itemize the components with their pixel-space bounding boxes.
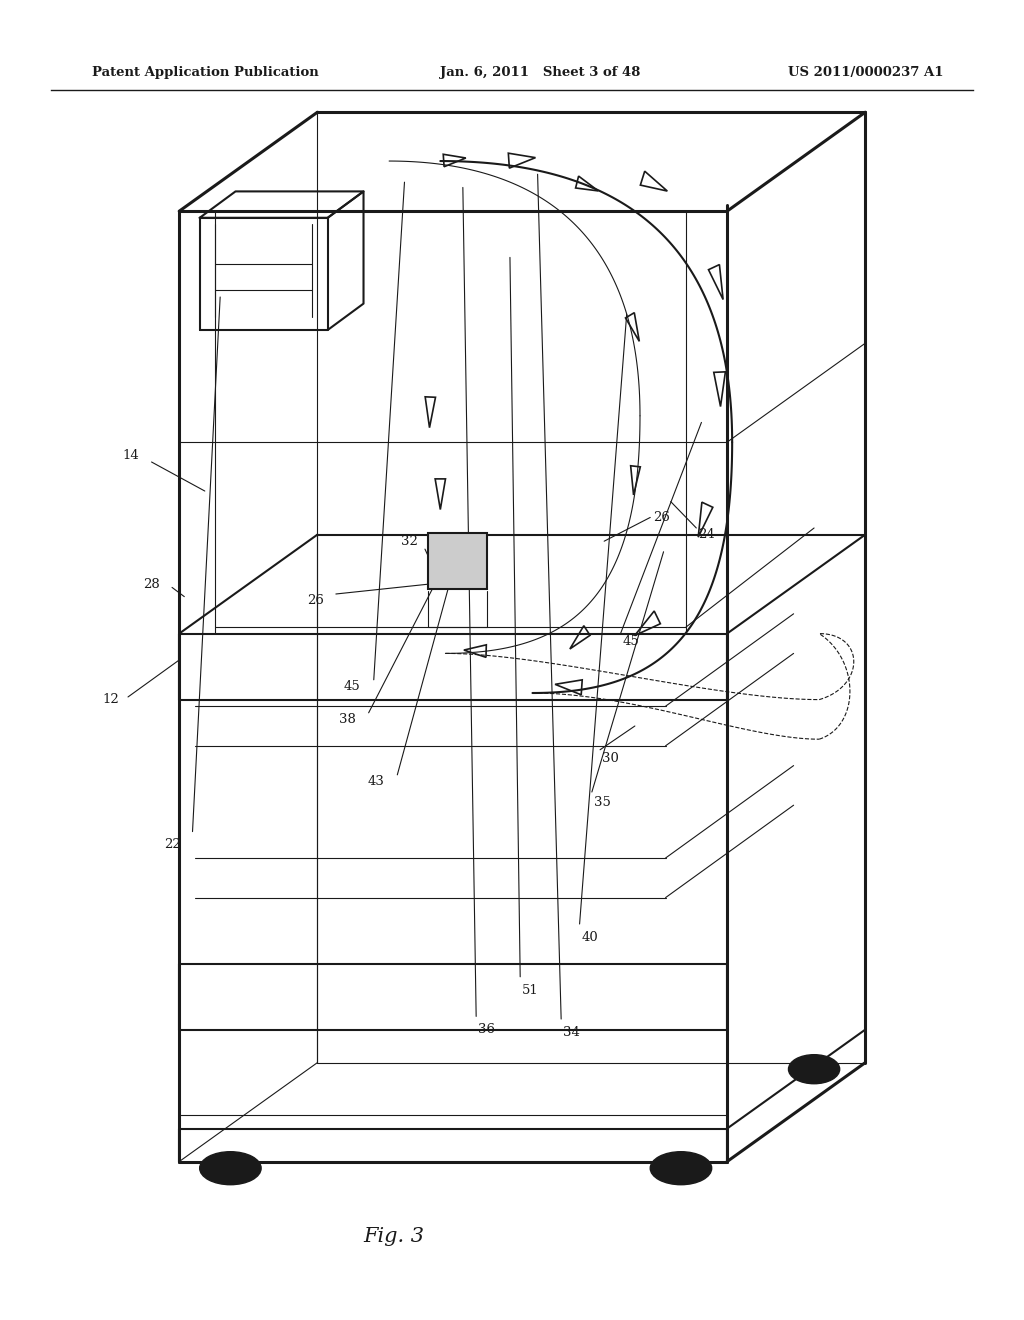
Text: Jan. 6, 2011   Sheet 3 of 48: Jan. 6, 2011 Sheet 3 of 48 [440,66,641,79]
Bar [428,533,487,589]
Text: 28: 28 [143,578,160,591]
Text: 26: 26 [307,594,324,607]
Text: 12: 12 [102,693,119,706]
Text: 45: 45 [623,635,639,648]
Text: 43: 43 [368,775,384,788]
Text: 35: 35 [594,796,610,809]
Text: US 2011/0000237 A1: US 2011/0000237 A1 [788,66,944,79]
Text: 51: 51 [522,983,539,997]
Text: 26: 26 [653,511,670,524]
Text: 45: 45 [344,680,360,693]
Text: 30: 30 [602,752,618,766]
Text: 24: 24 [698,528,715,541]
Text: 38: 38 [340,713,356,726]
Text: 36: 36 [478,1023,496,1036]
Text: Patent Application Publication: Patent Application Publication [92,66,318,79]
Text: 34: 34 [563,1026,580,1039]
Ellipse shape [200,1151,261,1185]
Text: 14: 14 [123,449,139,462]
Text: 40: 40 [582,931,598,944]
Text: 22: 22 [164,838,180,851]
Text: Fig. 3: Fig. 3 [364,1228,425,1246]
Text: 32: 32 [401,535,418,548]
Ellipse shape [788,1055,840,1084]
Ellipse shape [650,1151,712,1185]
